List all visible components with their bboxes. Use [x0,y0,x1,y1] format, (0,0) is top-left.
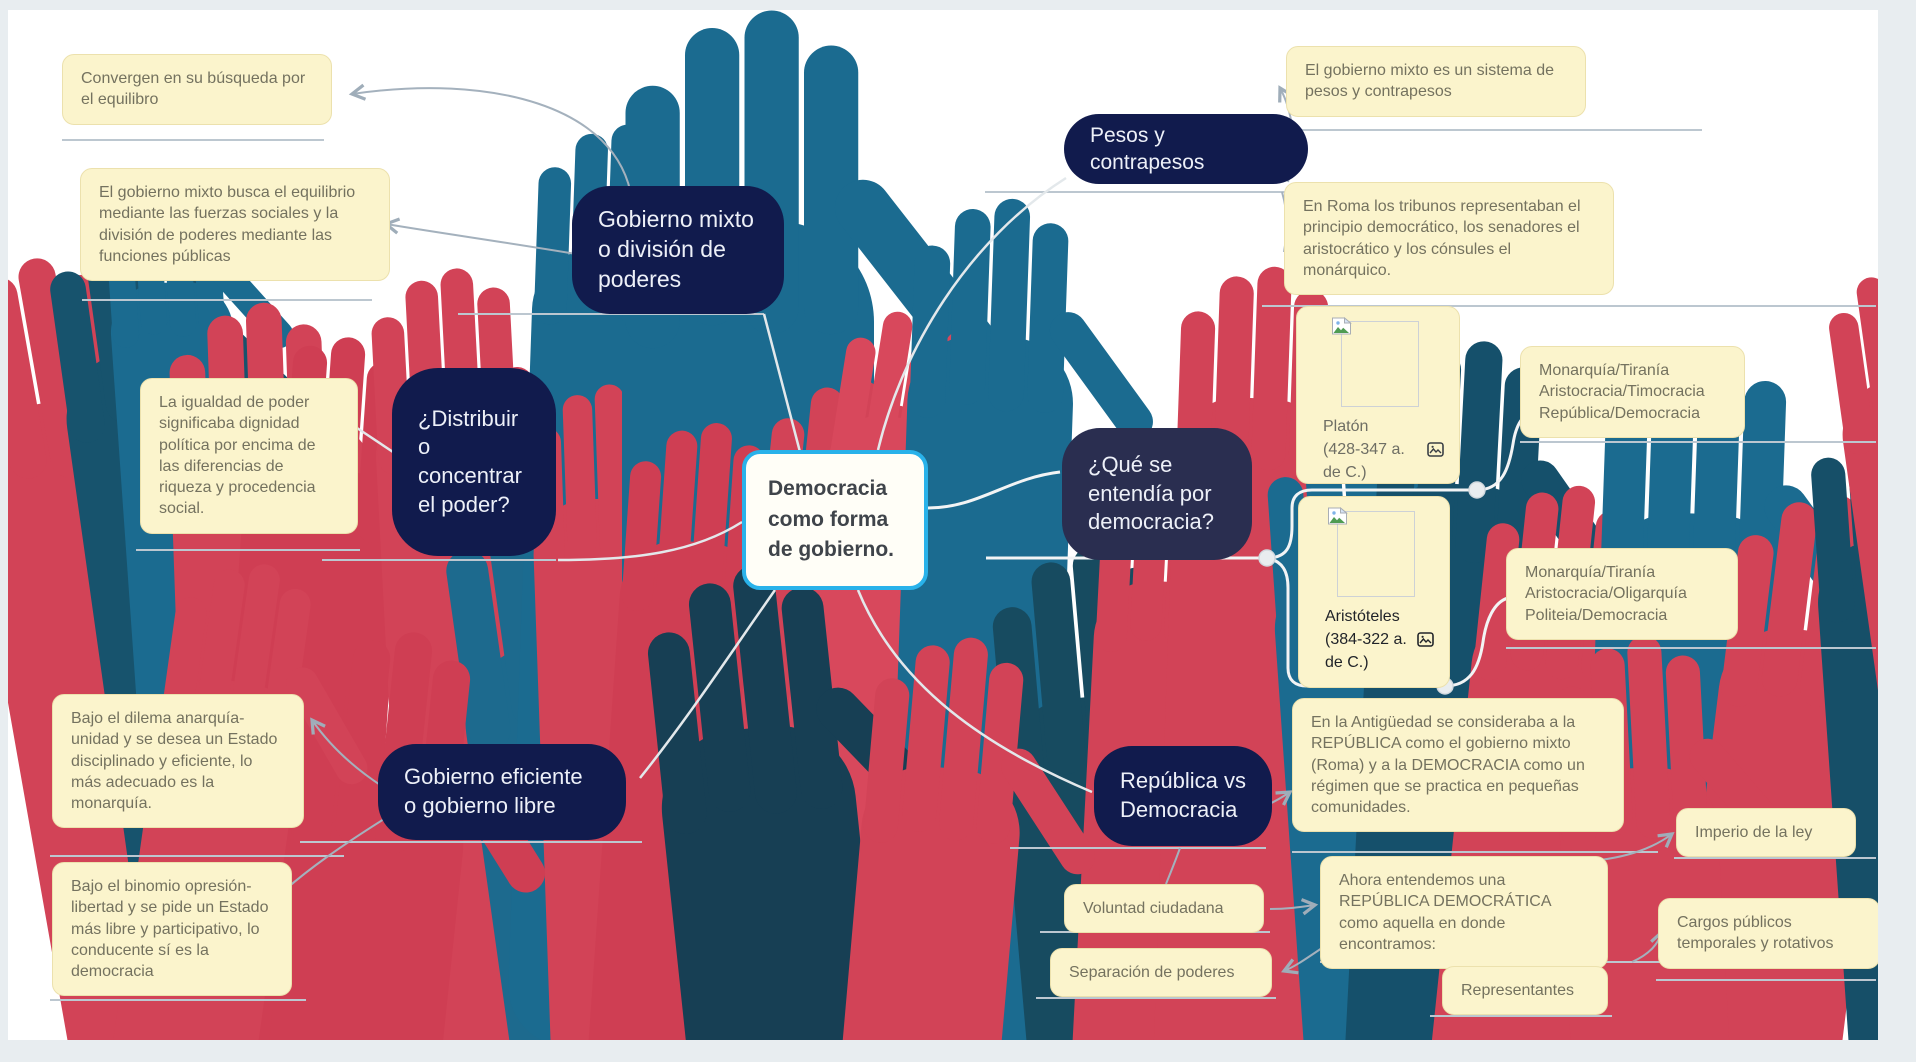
note-text: Representantes [1461,982,1574,999]
card-dates: (384-322 a. de C.) [1325,631,1407,672]
topic-pesos-contrapesos[interactable]: Pesos y contrapesos [1064,114,1308,184]
note-text: Monarquía/Tiranía Aristocracia/Timocraci… [1539,362,1705,422]
note-text: El gobierno mixto es un sistema de pesos… [1305,62,1555,101]
central-topic[interactable]: Democracia como forma de gobierno. [742,450,928,590]
topic-label: ¿Distribuir o concentrar el poder? [418,405,522,517]
central-topic-label: Democracia como forma de gobierno. [768,477,894,562]
note-text: Imperio de la ley [1695,824,1813,841]
topic-republica-vs-democracia[interactable]: República vs Democracia [1094,746,1272,846]
card-name: Platón [1323,418,1369,435]
note-dilema-anarquia[interactable]: Bajo el dilema anarquía-unidad y se dese… [52,694,304,829]
note-separacion-poderes[interactable]: Separación de poderes [1050,948,1272,998]
note-text: Voluntad ciudadana [1083,900,1224,917]
note-cargos-publicos[interactable]: Cargos públicos temporales y rotativos [1658,898,1880,969]
note-convergen[interactable]: Convergen en su búsqueda por el equilibr… [62,54,332,125]
note-antiguedad[interactable]: En la Antigüedad se consideraba a la REP… [1292,698,1624,833]
topic-label: ¿Qué se entendía por democracia? [1088,452,1214,535]
note-voluntad-ciudadana[interactable]: Voluntad ciudadana [1064,884,1264,934]
topic-label: Gobierno eficiente o gobierno libre [404,764,583,818]
topic-label: Gobierno mixto o división de poderes [598,206,754,292]
note-imperio-ley[interactable]: Imperio de la ley [1676,808,1856,858]
topic-gobierno-mixto[interactable]: Gobierno mixto o división de poderes [572,186,784,314]
topic-distribuir-concentrar[interactable]: ¿Distribuir o concentrar el poder? [392,368,556,556]
image-placeholder [1328,507,1415,597]
note-ahora-entendemos[interactable]: Ahora entendemos una REPÚBLICA DEMOCRÁTI… [1320,856,1608,970]
note-text: La igualdad de poder significaba dignida… [159,394,316,518]
image-placeholder [1332,317,1419,407]
note-text: El gobierno mixto busca el equilibrio me… [99,184,356,265]
topic-label: República vs Democracia [1120,768,1246,822]
card-name: Aristóteles [1325,608,1400,625]
note-text: Convergen en su búsqueda por el equilibr… [81,70,306,109]
broken-image-icon [1328,507,1348,525]
canvas-frame-top [0,0,1916,10]
topic-label: Pesos y contrapesos [1090,123,1205,174]
topic-gobierno-eficiente[interactable]: Gobierno eficiente o gobierno libre [378,744,626,840]
note-sistema-pesos[interactable]: El gobierno mixto es un sistema de pesos… [1286,46,1586,117]
canvas-frame-right [1878,0,1916,1062]
note-en-roma[interactable]: En Roma los tribunos representaban el pr… [1284,182,1614,296]
note-text: En la Antigüedad se consideraba a la REP… [1311,714,1585,817]
note-representantes[interactable]: Representantes [1442,966,1608,1016]
topic-que-se-entendia[interactable]: ¿Qué se entendía por democracia? [1062,428,1252,560]
aristoteles-card[interactable]: Aristóteles (384-322 a. de C.) [1298,496,1450,688]
note-platon-regimenes[interactable]: Monarquía/Tiranía Aristocracia/Timocraci… [1520,346,1745,438]
note-text: Bajo el dilema anarquía-unidad y se dese… [71,710,278,813]
note-text: Separación de poderes [1069,964,1235,981]
image-icon [1417,632,1434,647]
canvas-frame-bottom [0,1040,1916,1062]
note-binomio-opresion[interactable]: Bajo el binomio opresión-libertad y se p… [52,862,292,997]
note-text: Ahora entendemos una REPÚBLICA DEMOCRÁTI… [1339,872,1551,953]
broken-image-icon [1332,317,1352,335]
note-text: Monarquía/Tiranía Aristocracia/Oligarquí… [1525,564,1687,624]
note-text: Bajo el binomio opresión-libertad y se p… [71,878,269,981]
note-aristoteles-regimenes[interactable]: Monarquía/Tiranía Aristocracia/Oligarquí… [1506,548,1738,640]
note-gobierno-mixto-busca[interactable]: El gobierno mixto busca el equilibrio me… [80,168,390,282]
card-dates: (428-347 a. de C.) [1323,441,1405,482]
note-text: Cargos públicos temporales y rotativos [1677,914,1834,953]
platon-card[interactable]: Platón (428-347 a. de C.) [1296,306,1460,484]
image-icon [1427,442,1444,457]
canvas-frame-left [0,0,8,1062]
note-igualdad-de-poder[interactable]: La igualdad de poder significaba dignida… [140,378,358,534]
note-text: En Roma los tribunos representaban el pr… [1303,198,1581,279]
